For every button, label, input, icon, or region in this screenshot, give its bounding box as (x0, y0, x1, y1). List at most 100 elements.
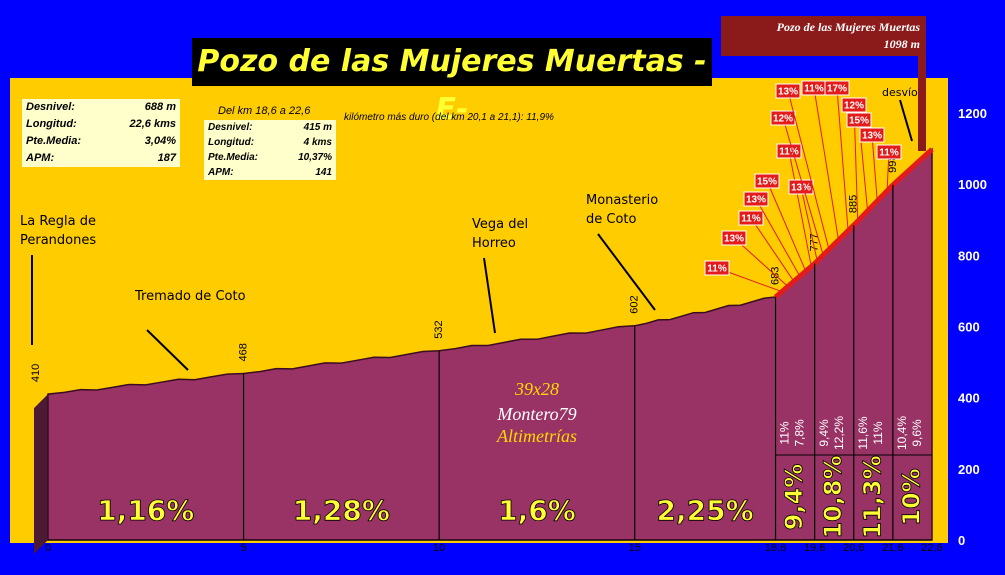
y-tick-label: 200 (958, 462, 980, 477)
altitude-label: 532 (433, 320, 445, 338)
place-name: La Regla de (20, 214, 96, 229)
steep-label-box (846, 112, 872, 128)
steep-label: 11% (707, 264, 727, 275)
steep-label: 15% (849, 116, 869, 127)
place-name: Monasterio (586, 193, 658, 208)
section-gradient-label: 2,25% (657, 494, 754, 527)
y-tick-label: 600 (958, 320, 980, 335)
steep-label: 11% (804, 84, 824, 95)
x-tick-label: 22,6 (921, 542, 942, 554)
altitude-label: 602 (629, 295, 641, 313)
steep-label-box (841, 97, 867, 113)
x-tick-label: 20,6 (843, 542, 864, 554)
section-gradient-label: 1,6% (498, 494, 576, 527)
stats-final: Desnivel: 415 m Longitud: 4 kms Pte.Media:… (204, 120, 336, 180)
steep-edge (773, 147, 934, 299)
summit-flag-pole (918, 56, 926, 151)
steep-leader-line (750, 217, 794, 281)
x-tick-label: 21,6 (882, 542, 903, 554)
steep-leader-line (733, 237, 788, 287)
stats-row: Pte.Media: 3,04% (26, 135, 176, 147)
y-tick-label: 0 (958, 533, 965, 548)
section-gradient-label: 10,8% (819, 455, 847, 538)
sub-gradient-label: 11% (871, 421, 885, 444)
place-leader-line (483, 257, 496, 334)
steep-label-box (824, 80, 850, 96)
credit-text: Altimetrías (496, 426, 577, 446)
sub-gradient-label: 9,4% (817, 419, 831, 447)
steep-label: 12% (773, 114, 793, 125)
place-leader-line (146, 329, 189, 371)
steep-label-box (775, 83, 801, 99)
altitude-label: 410 (30, 364, 42, 382)
steep-label-box (859, 127, 885, 143)
steep-label: 11% (779, 147, 799, 158)
steep-leader-line (788, 150, 812, 264)
hardest-km-note: kilómetro más duro (del km 20,1 a 21,1):… (344, 112, 554, 123)
place-leader-line (597, 233, 656, 311)
y-tick-label: 400 (958, 391, 980, 406)
steep-leader-line (800, 186, 818, 259)
steep-label: 13% (724, 234, 744, 245)
stats-row: APM: 187 (26, 152, 176, 164)
sub-gradient-label: 9,6% (910, 419, 924, 447)
x-tick-label: 10 (433, 542, 445, 554)
section-gradient-label: 9,4% (780, 464, 808, 531)
place-name: Vega del (472, 217, 528, 232)
stats-row: Desnivel: 688 m (26, 101, 176, 113)
steep-label: 13% (778, 87, 798, 98)
steep-leader-line (766, 180, 806, 270)
x-tick-label: 5 (241, 542, 247, 554)
section-gradient-label: 11,3% (858, 455, 886, 538)
y-tick-label: 1200 (958, 106, 987, 121)
steep-label-box (743, 191, 769, 207)
steep-label-box (738, 210, 764, 226)
steep-label: 13% (862, 131, 882, 142)
chart-title: Pozo de las Mujeres Muertas -E- (192, 38, 712, 127)
place-name: Tremado de Coto (134, 289, 246, 304)
x-tick-label: 0 (45, 542, 51, 554)
credit-text: 39x28 (514, 379, 559, 399)
steep-label-box (721, 230, 747, 246)
place-name: desvío (882, 86, 918, 99)
steep-label: 12% (844, 101, 864, 112)
steep-label-box (776, 143, 802, 159)
summit-altitude: 1098 m (883, 37, 920, 51)
steep-label: 13% (791, 183, 811, 194)
steep-label: 17% (827, 84, 847, 95)
steep-label: 15% (757, 177, 777, 188)
place-name: de Coto (586, 212, 637, 227)
steep-leader-line (871, 134, 878, 201)
y-tick-label: 800 (958, 248, 980, 263)
place-name: Horreo (472, 236, 516, 251)
stats-final-title: Del km 18,6 a 22,6 (218, 105, 311, 117)
stats-main: Desnivel: 688 m Longitud: 22,6 kms Pte.Med… (22, 99, 180, 167)
steep-label-box (704, 260, 730, 276)
x-tick-label: 15 (629, 542, 641, 554)
summit-box: Pozo de las Mujeres Muertas 1098 m (721, 16, 926, 56)
sub-gradient-label: 11,6% (856, 416, 870, 449)
summit-name: Pozo de las Mujeres Muertas (776, 20, 920, 34)
place-name: Perandones (20, 233, 96, 248)
profile-area (47, 147, 933, 541)
steep-leader-line (836, 87, 849, 229)
altitude-label: 468 (237, 343, 249, 361)
profile-side (34, 394, 48, 554)
place-leader-line (899, 99, 913, 142)
section-gradient-label: 1,28% (293, 494, 390, 527)
section-gradient-label: 10% (897, 468, 925, 525)
stats-row: Longitud: 22,6 kms (26, 118, 176, 130)
y-tick-label: 1000 (958, 177, 987, 192)
altitude-label: 777 (809, 233, 821, 251)
credit-text: Montero79 (496, 404, 576, 424)
sub-gradient-label: 12,2% (832, 416, 846, 450)
sub-gradient-label: 10,4% (895, 416, 909, 450)
sub-gradient-label: 11% (778, 421, 792, 444)
x-tick-label: 19,6 (804, 542, 825, 554)
steep-leader-line (813, 87, 839, 238)
steep-label-box (754, 173, 780, 189)
sub-gradient-label: 7,8% (793, 419, 807, 447)
steep-label-box (876, 144, 902, 160)
steep-label: 13% (746, 195, 766, 206)
